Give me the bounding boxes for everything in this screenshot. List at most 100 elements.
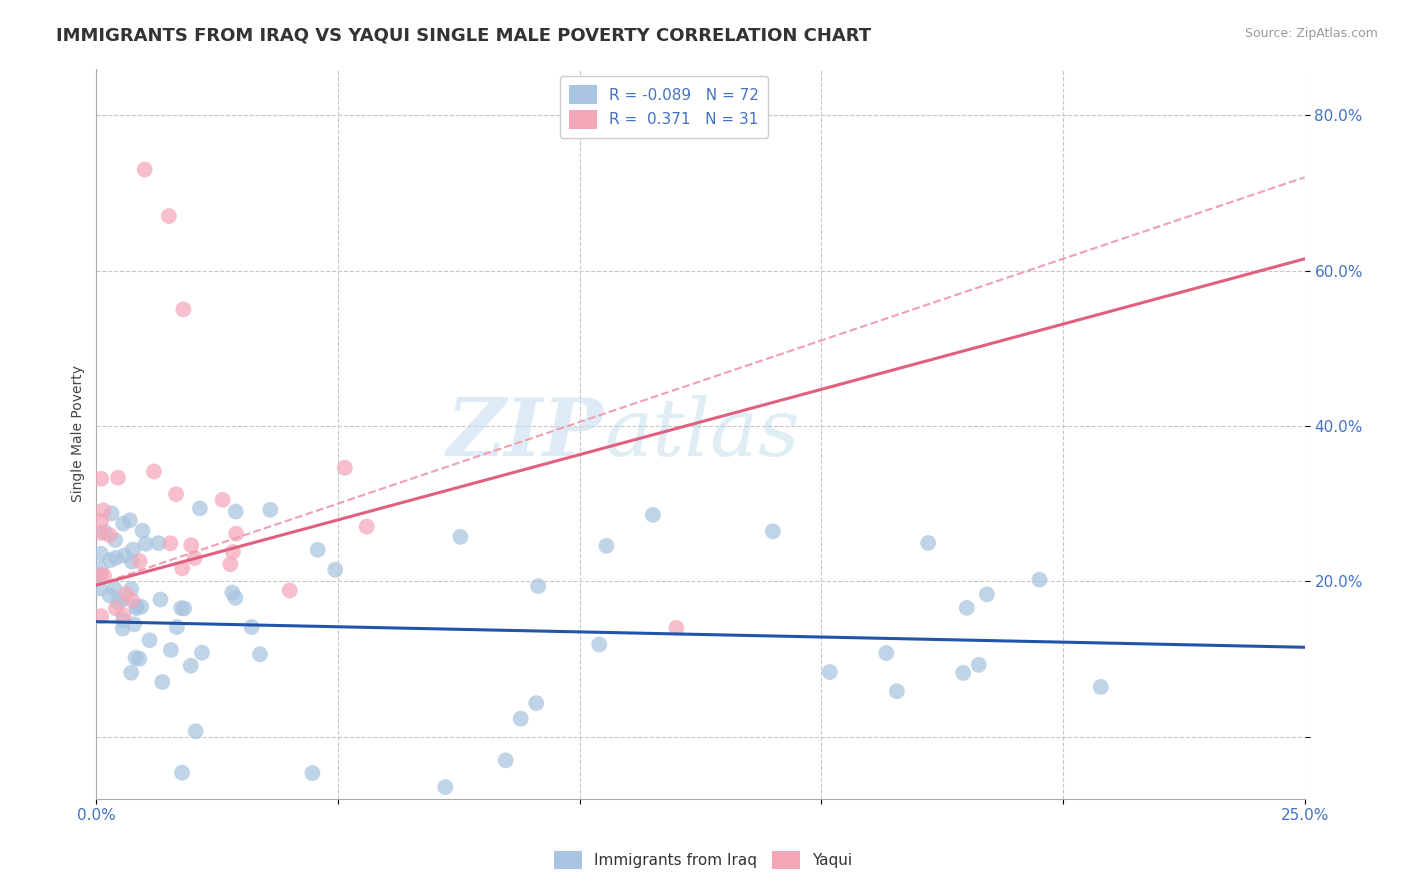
- Point: [107, 471, 129, 485]
- Point: [128, 554, 150, 568]
- Point: [225, 504, 247, 518]
- Point: [98, 589, 121, 603]
- Point: [143, 465, 166, 479]
- Point: [125, 599, 148, 613]
- Point: [120, 582, 142, 596]
- Point: [240, 620, 263, 634]
- Point: [524, 696, 547, 710]
- Point: [121, 555, 143, 569]
- Point: [134, 162, 156, 177]
- Point: [976, 587, 998, 601]
- Point: [249, 647, 271, 661]
- Point: [875, 646, 897, 660]
- Point: [449, 530, 471, 544]
- Point: [886, 684, 908, 698]
- Text: atlas: atlas: [603, 395, 799, 473]
- Point: [104, 533, 127, 547]
- Point: [967, 657, 990, 672]
- Point: [1090, 680, 1112, 694]
- Point: [307, 542, 329, 557]
- Point: [148, 536, 170, 550]
- Point: [219, 558, 242, 572]
- Text: Source: ZipAtlas.com: Source: ZipAtlas.com: [1244, 27, 1378, 40]
- Point: [188, 501, 211, 516]
- Point: [259, 503, 281, 517]
- Point: [112, 608, 135, 623]
- Point: [125, 601, 148, 615]
- Point: [180, 538, 202, 552]
- Legend: Immigrants from Iraq, Yaqui: Immigrants from Iraq, Yaqui: [548, 845, 858, 875]
- Point: [150, 675, 173, 690]
- Y-axis label: Single Male Poverty: Single Male Poverty: [72, 365, 86, 502]
- Point: [173, 601, 195, 615]
- Point: [172, 561, 194, 575]
- Text: ZIP: ZIP: [447, 395, 603, 473]
- Point: [665, 621, 688, 635]
- Point: [93, 524, 115, 539]
- Point: [301, 766, 323, 780]
- Point: [90, 514, 112, 528]
- Point: [588, 638, 610, 652]
- Point: [221, 585, 243, 599]
- Point: [90, 472, 112, 486]
- Point: [356, 519, 378, 533]
- Point: [160, 643, 183, 657]
- Point: [917, 536, 939, 550]
- Point: [105, 550, 128, 565]
- Point: [111, 622, 134, 636]
- Point: [124, 650, 146, 665]
- Point: [224, 591, 246, 605]
- Point: [159, 536, 181, 550]
- Point: [149, 592, 172, 607]
- Point: [183, 551, 205, 566]
- Point: [323, 563, 346, 577]
- Point: [112, 549, 135, 563]
- Point: [527, 579, 550, 593]
- Point: [103, 582, 125, 596]
- Point: [172, 302, 194, 317]
- Point: [90, 609, 112, 624]
- Point: [129, 599, 152, 614]
- Point: [165, 487, 187, 501]
- Point: [138, 633, 160, 648]
- Point: [952, 665, 974, 680]
- Point: [100, 507, 122, 521]
- Point: [112, 516, 135, 531]
- Point: [98, 528, 121, 542]
- Point: [98, 553, 121, 567]
- Point: [211, 492, 233, 507]
- Point: [90, 562, 112, 576]
- Point: [170, 601, 193, 615]
- Point: [641, 508, 664, 522]
- Point: [135, 537, 157, 551]
- Point: [191, 646, 214, 660]
- Point: [157, 209, 180, 223]
- Point: [115, 587, 138, 601]
- Point: [278, 583, 301, 598]
- Point: [1028, 573, 1050, 587]
- Point: [91, 503, 114, 517]
- Point: [112, 614, 135, 628]
- Point: [118, 513, 141, 527]
- Point: [89, 582, 111, 596]
- Point: [172, 765, 194, 780]
- Point: [90, 525, 112, 540]
- Point: [128, 652, 150, 666]
- Point: [110, 593, 132, 607]
- Point: [104, 601, 127, 615]
- Text: IMMIGRANTS FROM IRAQ VS YAQUI SINGLE MALE POVERTY CORRELATION CHART: IMMIGRANTS FROM IRAQ VS YAQUI SINGLE MAL…: [56, 27, 872, 45]
- Point: [495, 753, 517, 767]
- Point: [434, 780, 457, 794]
- Point: [166, 620, 188, 634]
- Point: [595, 539, 617, 553]
- Point: [333, 460, 356, 475]
- Point: [818, 665, 841, 679]
- Point: [131, 524, 153, 538]
- Point: [121, 593, 143, 607]
- Point: [87, 569, 110, 583]
- Point: [225, 526, 247, 541]
- Point: [90, 547, 112, 561]
- Point: [90, 567, 112, 582]
- Point: [122, 617, 145, 632]
- Point: [120, 665, 142, 680]
